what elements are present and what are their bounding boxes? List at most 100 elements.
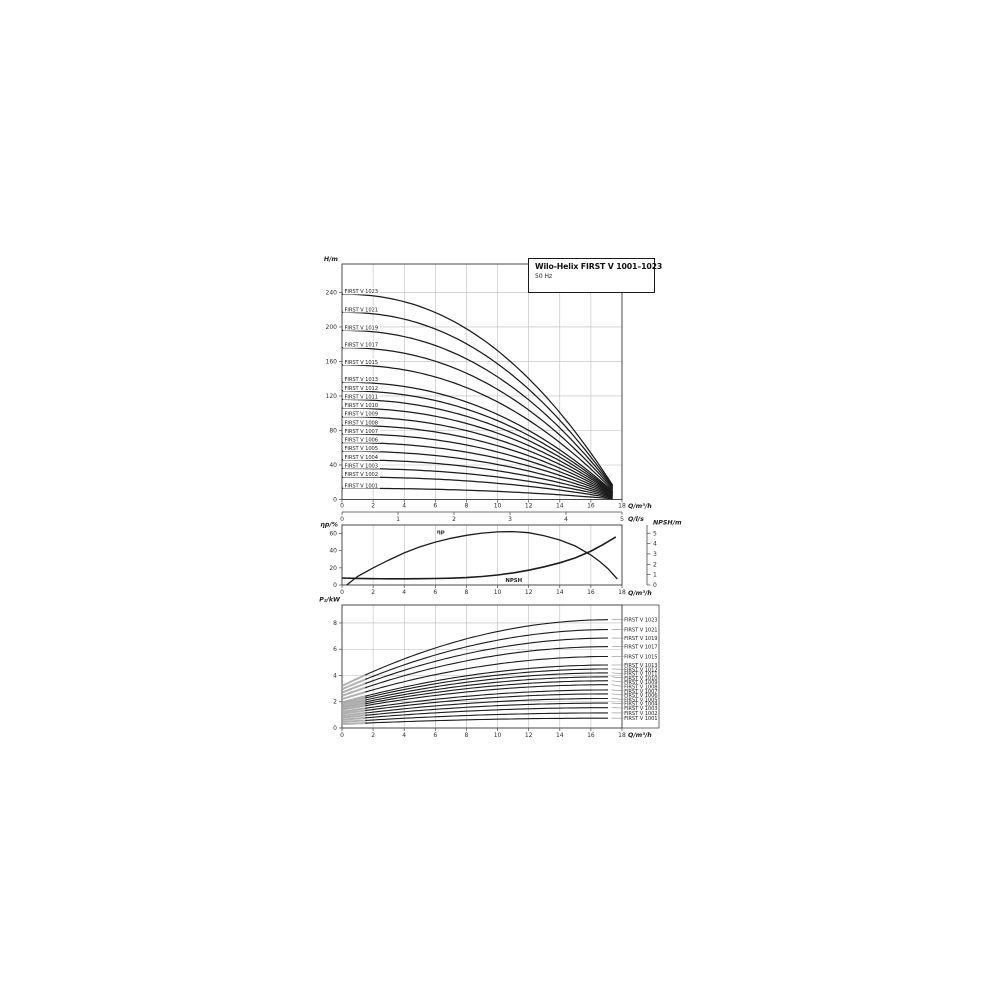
y-tick-label: 0: [333, 725, 337, 732]
head-curve-label: FIRST V 1013: [345, 377, 378, 383]
power-curve-label: FIRST V 1006: [624, 693, 657, 699]
head-curve-label: FIRST V 1002: [345, 472, 378, 478]
head-curve-first-v-1019: [342, 329, 614, 488]
power-curve-minflow-first-v-1002: [341, 719, 367, 723]
x-tick-label: 18: [618, 732, 626, 739]
head-curve-label: FIRST V 1001: [345, 483, 378, 489]
head-curve-first-v-1002: [342, 476, 613, 499]
head-curve-label-bg: [343, 427, 380, 435]
power-label-leader: [611, 672, 624, 674]
head-curve-label: FIRST V 1021: [345, 307, 378, 313]
x-tick-label: 6: [433, 732, 437, 739]
npsh-tick-label: 1: [653, 572, 657, 579]
head-curve-first-v-1009: [342, 416, 614, 495]
x-tick-label: 18: [618, 589, 626, 596]
head-curve-label: FIRST V 1012: [345, 386, 378, 392]
x-tick-label: 12: [525, 732, 533, 739]
x-tick-label: 12: [525, 503, 533, 510]
head-curve-first-v-1011: [342, 398, 614, 494]
power-curve-first-v-1009: [365, 680, 609, 705]
eff-left-axis-title: ηp/%: [320, 522, 338, 529]
x-tick-label: 16: [587, 732, 595, 739]
head-curve-label-bg: [343, 462, 380, 469]
y-tick-label: 80: [329, 427, 337, 434]
head-curve-first-v-1005: [342, 450, 613, 497]
x-tick-label: 4: [402, 589, 406, 596]
secondary-tick-label: 5: [620, 516, 624, 523]
head-secondary-axis-title: Q/l/s: [628, 516, 644, 523]
eff-right-axis-title: NPSH/m: [653, 520, 682, 527]
head-curve-label-bg: [343, 384, 380, 392]
power-curve-label: FIRST V 1017: [624, 645, 657, 651]
power-curve-label: FIRST V 1008: [624, 684, 657, 690]
y-tick-label: 40: [329, 462, 337, 469]
x-tick-label: 8: [465, 503, 469, 510]
eff-x-axis-title: Q/m³/h: [628, 590, 652, 597]
head-curve-label-bg: [343, 401, 380, 409]
power-curve-label: FIRST V 1021: [624, 628, 657, 634]
power-curve-first-v-1011: [365, 672, 608, 701]
head-curve-label-bg: [343, 393, 380, 400]
power-chart: 0 2 4 6 8 0 2 4 6 8 10 12 14 16 18 P₂/kW Q/m³/h FIRST V 1…: [319, 597, 660, 739]
power-curve-label: FIRST V 1009: [624, 680, 657, 686]
secondary-tick-label: 1: [396, 516, 400, 523]
power-label-leader: [611, 680, 624, 683]
power-curve-minflow-first-v-1004: [341, 714, 367, 719]
x-tick-label: 0: [340, 503, 344, 510]
npsh-tick-label: 2: [653, 561, 657, 568]
head-curve-label-bg: [343, 418, 380, 426]
power-curve-minflow-first-v-1015: [341, 690, 368, 701]
power-y-axis-title: P₂/kW: [319, 597, 341, 604]
head-curve-label: FIRST V 1010: [345, 403, 378, 409]
power-curve-first-v-1002: [365, 712, 608, 722]
power-label-leader: [611, 702, 624, 704]
y-tick-label: 2: [333, 699, 337, 706]
x-tick-label: 4: [402, 732, 406, 739]
head-curve-first-v-1017: [342, 347, 614, 490]
x-tick-label: 2: [371, 589, 375, 596]
head-curve-first-v-1012: [342, 390, 614, 493]
x-tick-label: 6: [433, 589, 437, 596]
power-curve-label: FIRST V 1004: [624, 702, 658, 708]
power-curve-minflow-first-v-1007: [341, 707, 368, 713]
power-label-leader: [611, 693, 624, 696]
x-tick-label: 8: [465, 732, 469, 739]
x-tick-label: 16: [587, 589, 595, 596]
power-curve-label: FIRST V 1003: [624, 706, 657, 712]
power-curve-label: FIRST V 1012: [624, 667, 657, 673]
power-label-leader: [611, 689, 624, 692]
power-curve-minflow-first-v-1008: [341, 704, 368, 711]
power-curve-first-v-1004: [365, 702, 608, 716]
power-curve-first-v-1012: [365, 668, 609, 699]
power-curve-label: FIRST V 1015: [624, 654, 657, 660]
npsh-tick-label: 0: [653, 582, 657, 589]
power-curve-minflow-first-v-1011: [341, 698, 368, 707]
head-curve-first-v-1006: [342, 441, 613, 497]
power-curve-first-v-1015: [365, 655, 608, 693]
x-tick-label: 4: [402, 503, 406, 510]
head-curve-label-bg: [343, 375, 380, 383]
x-tick-label: 14: [556, 732, 564, 739]
head-curve-first-v-1021: [342, 311, 614, 487]
power-curve-minflow-first-v-1019: [341, 681, 368, 694]
power-curve-first-v-1017: [365, 646, 609, 689]
efficiency-curve-label: ηp: [437, 530, 445, 536]
power-x-axis-title: Q/m³/h: [628, 732, 652, 739]
power-label-leader: [611, 676, 624, 679]
head-curve-first-v-1001: [342, 487, 613, 500]
power-label-leader: [611, 684, 624, 687]
head-curve-label: FIRST V 1017: [345, 343, 378, 349]
y-tick-label: 8: [333, 620, 337, 627]
x-tick-label: 18: [618, 503, 626, 510]
power-curve-first-v-1010: [365, 676, 608, 703]
power-curve-first-v-1019: [365, 637, 608, 685]
power-curve-minflow-first-v-1017: [341, 686, 368, 697]
head-curve-label: FIRST V 1023: [345, 289, 378, 295]
head-curve-label: FIRST V 1003: [345, 463, 378, 469]
head-curve-label-bg: [343, 324, 380, 331]
power-curve-label: FIRST V 1002: [624, 711, 657, 717]
power-label-leader: [611, 698, 624, 700]
head-curve-label-bg: [343, 358, 380, 366]
head-curve-label-bg: [343, 305, 380, 313]
